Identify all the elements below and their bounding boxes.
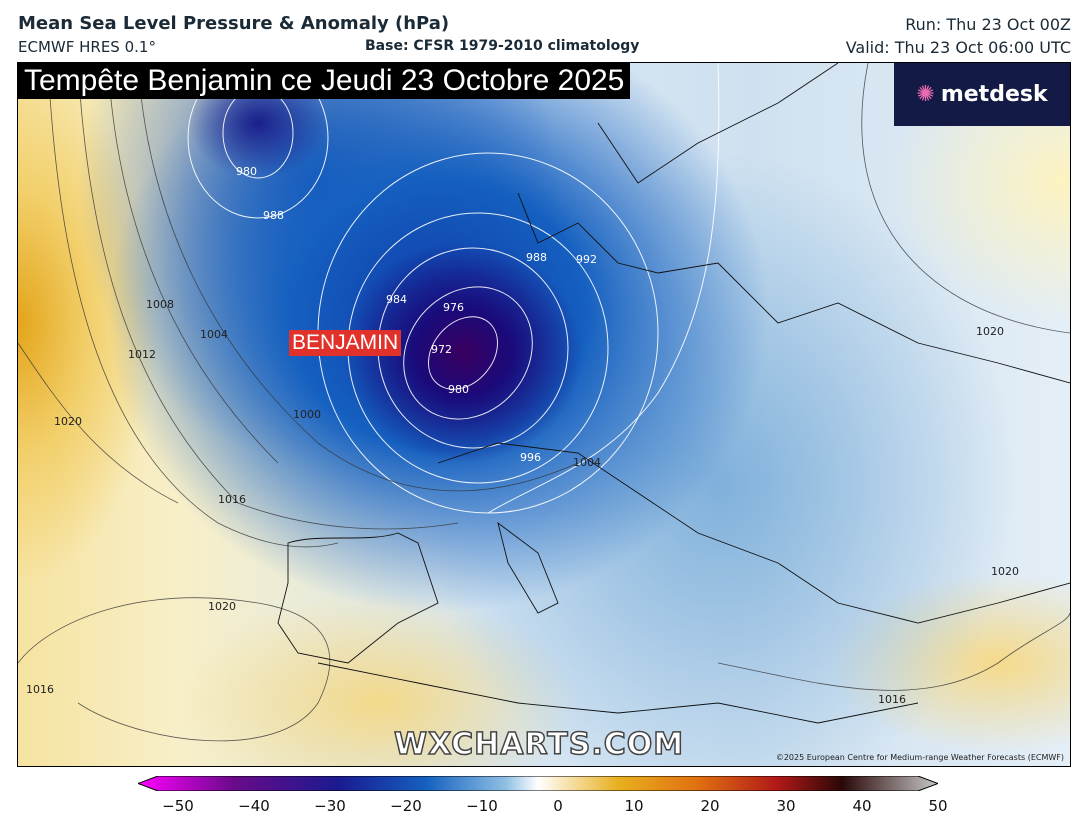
svg-text:984: 984 [386, 293, 407, 306]
isobar-labels-dark: 1000 1004 1008 1012 1016 1020 1020 1016 … [26, 298, 1019, 706]
svg-text:1012: 1012 [128, 348, 156, 361]
svg-text:980: 980 [448, 383, 469, 396]
isobars: 980 988 984 976 972 980 988 992 996 1000… [18, 63, 1070, 742]
svg-text:980: 980 [236, 165, 257, 178]
model-label: ECMWF HRES 0.1° [18, 38, 156, 56]
pressure-map: 980 988 984 976 972 980 988 992 996 1000… [17, 62, 1071, 767]
svg-text:1020: 1020 [976, 325, 1004, 338]
svg-text:1016: 1016 [878, 693, 906, 706]
climatology-base: Base: CFSR 1979-2010 climatology [365, 38, 640, 54]
colorbar-tick-label: −50 [162, 797, 194, 815]
storm-label: BENJAMIN [289, 330, 402, 356]
watermark: WXCHARTS.COM [393, 726, 685, 763]
colorbar-tick-label: 30 [776, 797, 796, 815]
svg-text:1008: 1008 [146, 298, 174, 311]
sparkle-icon: ✺ [916, 82, 935, 107]
chart-title: Mean Sea Level Pressure & Anomaly (hPa) [18, 13, 450, 34]
svg-text:976: 976 [443, 301, 464, 314]
svg-text:1020: 1020 [208, 600, 236, 613]
svg-text:1020: 1020 [54, 415, 82, 428]
colorbar-tick-label: 20 [700, 797, 720, 815]
svg-text:1016: 1016 [218, 493, 246, 506]
svg-text:1020: 1020 [991, 565, 1019, 578]
svg-text:992: 992 [576, 253, 597, 266]
svg-text:1016: 1016 [26, 683, 54, 696]
anomaly-colorbar [138, 776, 938, 791]
colorbar-tick-label: 50 [928, 797, 948, 815]
metdesk-logo: ✺ metdesk [894, 63, 1070, 126]
svg-text:1004: 1004 [200, 328, 228, 341]
isobar-labels-white: 980 988 984 976 972 980 988 992 996 [236, 165, 597, 464]
run-time: Run: Thu 23 Oct 00Z [905, 15, 1071, 34]
valid-time: Valid: Thu 23 Oct 06:00 UTC [845, 38, 1071, 57]
svg-text:1004: 1004 [573, 456, 601, 469]
svg-text:988: 988 [263, 209, 284, 222]
svg-text:1000: 1000 [293, 408, 321, 421]
svg-text:988: 988 [526, 251, 547, 264]
copyright: ©2025 European Centre for Medium-range W… [775, 753, 1064, 762]
colorbar-tick-label: −10 [466, 797, 498, 815]
colorbar-tick-label: 10 [624, 797, 644, 815]
colorbar-tick-label: −20 [390, 797, 422, 815]
svg-text:972: 972 [431, 343, 452, 356]
colorbar-tick-label: 0 [553, 797, 563, 815]
colorbar-tick-label: 40 [852, 797, 872, 815]
map-banner-title: Tempête Benjamin ce Jeudi 23 Octobre 202… [18, 63, 631, 99]
colorbar-tick-label: −40 [238, 797, 270, 815]
svg-text:996: 996 [520, 451, 541, 464]
colorbar-tick-label: −30 [314, 797, 346, 815]
